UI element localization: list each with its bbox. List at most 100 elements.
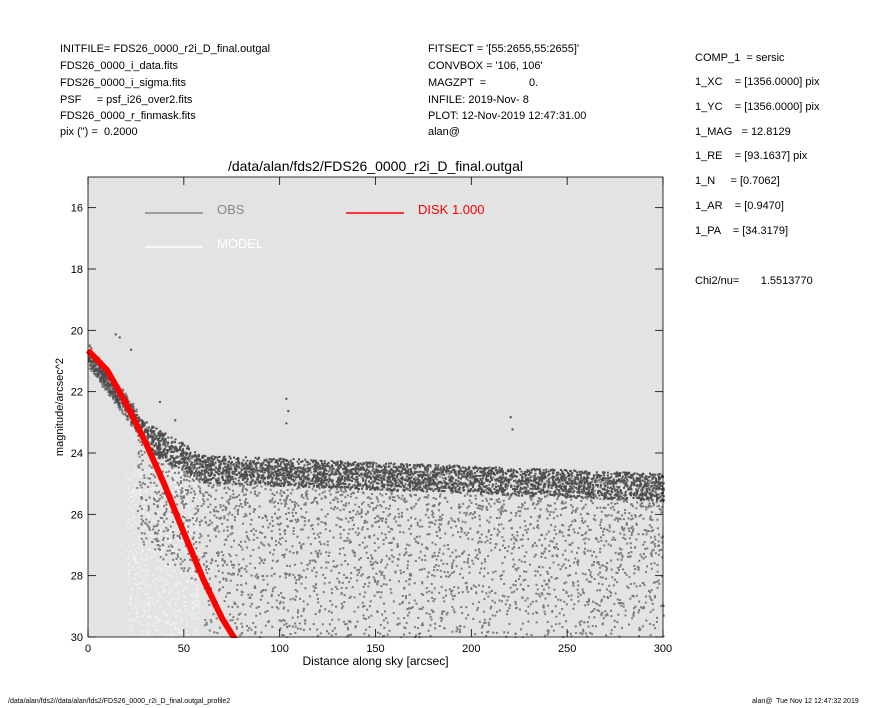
obs-point xyxy=(572,584,575,587)
obs-point xyxy=(346,494,349,497)
obs-point xyxy=(450,526,453,529)
obs-point xyxy=(423,567,426,570)
obs-point xyxy=(381,474,384,477)
obs-point xyxy=(303,470,306,473)
obs-point xyxy=(570,635,573,638)
obs-point-faint xyxy=(129,596,132,599)
obs-point xyxy=(398,603,401,606)
obs-point xyxy=(427,494,430,497)
obs-point xyxy=(190,487,193,490)
obs-point xyxy=(221,496,224,499)
obs-point xyxy=(481,499,484,502)
obs-point xyxy=(372,508,375,511)
obs-point-faint xyxy=(166,600,168,603)
obs-point xyxy=(208,523,211,526)
obs-point xyxy=(633,572,636,575)
obs-point xyxy=(280,502,283,505)
obs-point-faint xyxy=(159,576,161,579)
obs-point xyxy=(405,597,408,600)
obs-point xyxy=(362,614,365,617)
obs-point xyxy=(649,623,652,626)
obs-point-faint xyxy=(153,629,156,632)
obs-point xyxy=(191,537,194,540)
obs-point xyxy=(474,494,477,497)
obs-point xyxy=(467,537,470,540)
obs-point xyxy=(652,548,655,551)
obs-point xyxy=(388,541,391,544)
obs-point-faint xyxy=(174,614,177,617)
obs-point xyxy=(155,537,158,540)
obs-point xyxy=(569,543,572,546)
obs-point xyxy=(569,632,572,635)
obs-point xyxy=(147,525,150,528)
obs-point xyxy=(650,511,653,514)
obs-point xyxy=(581,588,584,591)
obs-point xyxy=(429,473,432,476)
obs-point xyxy=(612,530,615,533)
obs-point xyxy=(644,505,647,508)
obs-point xyxy=(647,504,650,507)
obs-point xyxy=(581,632,584,635)
obs-point xyxy=(370,563,373,566)
obs-point xyxy=(607,543,610,546)
obs-point xyxy=(534,570,537,573)
obs-point xyxy=(609,544,612,547)
obs-point xyxy=(613,518,616,521)
obs-point xyxy=(185,479,188,482)
obs-point-faint xyxy=(161,586,163,588)
obs-point-faint xyxy=(175,559,178,561)
obs-point xyxy=(644,555,647,558)
obs-point xyxy=(403,617,406,620)
obs-point xyxy=(369,600,372,603)
obs-point xyxy=(551,481,554,484)
obs-point xyxy=(622,568,625,571)
obs-point xyxy=(341,493,344,496)
obs-point xyxy=(539,487,542,490)
obs-point xyxy=(437,526,440,529)
obs-point xyxy=(477,541,480,544)
obs-point xyxy=(434,622,437,625)
obs-point xyxy=(425,496,428,499)
obs-point xyxy=(254,586,257,589)
obs-point xyxy=(467,479,470,482)
obs-point xyxy=(147,477,150,480)
obs-point xyxy=(493,502,496,505)
obs-point xyxy=(254,470,257,473)
obs-point xyxy=(325,551,328,554)
obs-point-faint xyxy=(170,512,172,515)
obs-point xyxy=(298,541,301,544)
obs-point xyxy=(628,512,631,515)
obs-point xyxy=(489,537,492,540)
obs-point xyxy=(191,517,194,520)
obs-point xyxy=(583,621,586,624)
obs-point xyxy=(294,622,297,625)
obs-point xyxy=(586,512,589,515)
obs-point xyxy=(373,534,376,537)
obs-point xyxy=(616,566,619,569)
obs-point xyxy=(338,518,341,521)
obs-point xyxy=(292,473,295,476)
obs-point-faint xyxy=(149,549,151,551)
obs-point xyxy=(342,491,345,494)
obs-point-faint xyxy=(148,631,151,633)
obs-point-faint xyxy=(131,607,133,610)
obs-point xyxy=(548,550,551,553)
obs-point xyxy=(229,533,232,536)
obs-point xyxy=(96,376,99,379)
obs-point xyxy=(363,520,366,523)
obs-point xyxy=(166,563,169,566)
obs-point-faint xyxy=(147,596,149,598)
obs-point xyxy=(319,632,322,635)
obs-point xyxy=(519,575,522,578)
obs-point xyxy=(519,526,522,529)
obs-point-faint xyxy=(136,566,139,568)
obs-point xyxy=(461,591,464,594)
obs-point xyxy=(186,491,189,494)
obs-point xyxy=(445,575,448,578)
obs-point xyxy=(304,619,307,622)
obs-point xyxy=(153,481,156,484)
obs-point xyxy=(517,482,520,485)
obs-point-faint xyxy=(195,593,197,596)
obs-point xyxy=(276,516,279,519)
obs-point xyxy=(397,516,400,519)
